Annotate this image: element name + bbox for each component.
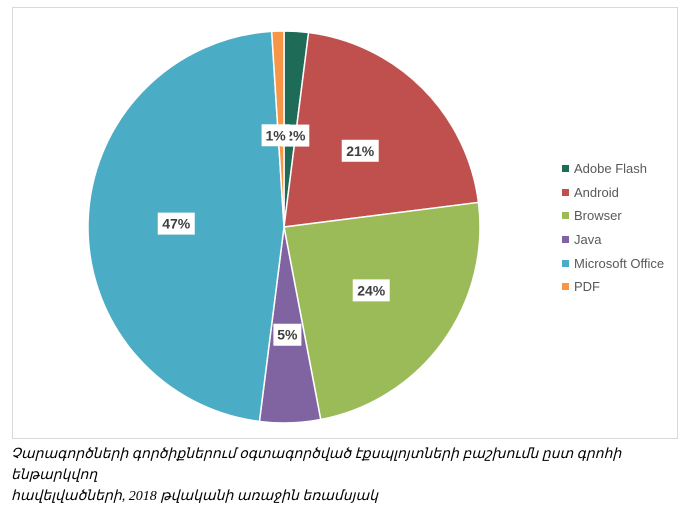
caption-line-1: Չարագործների գործիքներում օգտագործված էք… (11, 447, 622, 483)
data-label-text: 21% (346, 143, 375, 159)
data-label-microsoft-office: 47% (157, 212, 195, 235)
legend-item-android: Android (562, 181, 664, 205)
data-label-android: 21% (341, 139, 379, 162)
legend-swatch (562, 259, 569, 267)
legend-item-java: Java (562, 228, 664, 252)
data-label-text: 1% (265, 127, 286, 143)
legend-item-pdf: PDF (562, 275, 664, 299)
legend-label: Microsoft Office (574, 255, 665, 271)
data-label-text: 2% (285, 128, 306, 144)
data-label-text: 47% (162, 216, 191, 232)
chart-area: 2% 21% 24% 5% 47% 1% Adobe Flash Android Browse… (12, 7, 678, 439)
legend-swatch (562, 283, 569, 291)
legend-swatch (562, 212, 569, 220)
data-label-text: 24% (357, 282, 386, 298)
data-label-box (261, 124, 290, 147)
data-label-box (352, 279, 390, 302)
data-label-pdf: 1% (261, 124, 290, 147)
legend-label: PDF (574, 279, 600, 295)
legend-label: Browser (574, 208, 622, 224)
legend-swatch (562, 188, 569, 196)
legend-label: Java (574, 232, 602, 248)
caption-line-2: հավելվածների, 2018 թվականի առաջին եռամսյ… (11, 489, 378, 504)
pie-chart: 2% 21% 24% 5% 47% 1% (87, 30, 481, 424)
legend-item-browser: Browser (562, 204, 664, 228)
legend-item-microsoft-office: Microsoft Office (562, 251, 664, 275)
data-label-java: 5% (273, 323, 302, 346)
legend: Adobe Flash Android Browser Java Microsoft O… (562, 157, 664, 299)
legend-label: Android (574, 184, 619, 200)
data-label-box (341, 139, 379, 162)
data-label-text: 5% (277, 327, 298, 343)
pie-slice-browser (283, 201, 481, 421)
data-label-browser: 24% (352, 279, 390, 302)
legend-swatch (562, 165, 569, 173)
legend-item-adobe-flash: Adobe Flash (562, 157, 664, 181)
data-label-box (273, 323, 302, 346)
legend-label: Adobe Flash (574, 161, 647, 177)
data-label-box (157, 212, 195, 235)
pie-slice-android (283, 31, 480, 228)
legend-swatch (562, 236, 569, 244)
